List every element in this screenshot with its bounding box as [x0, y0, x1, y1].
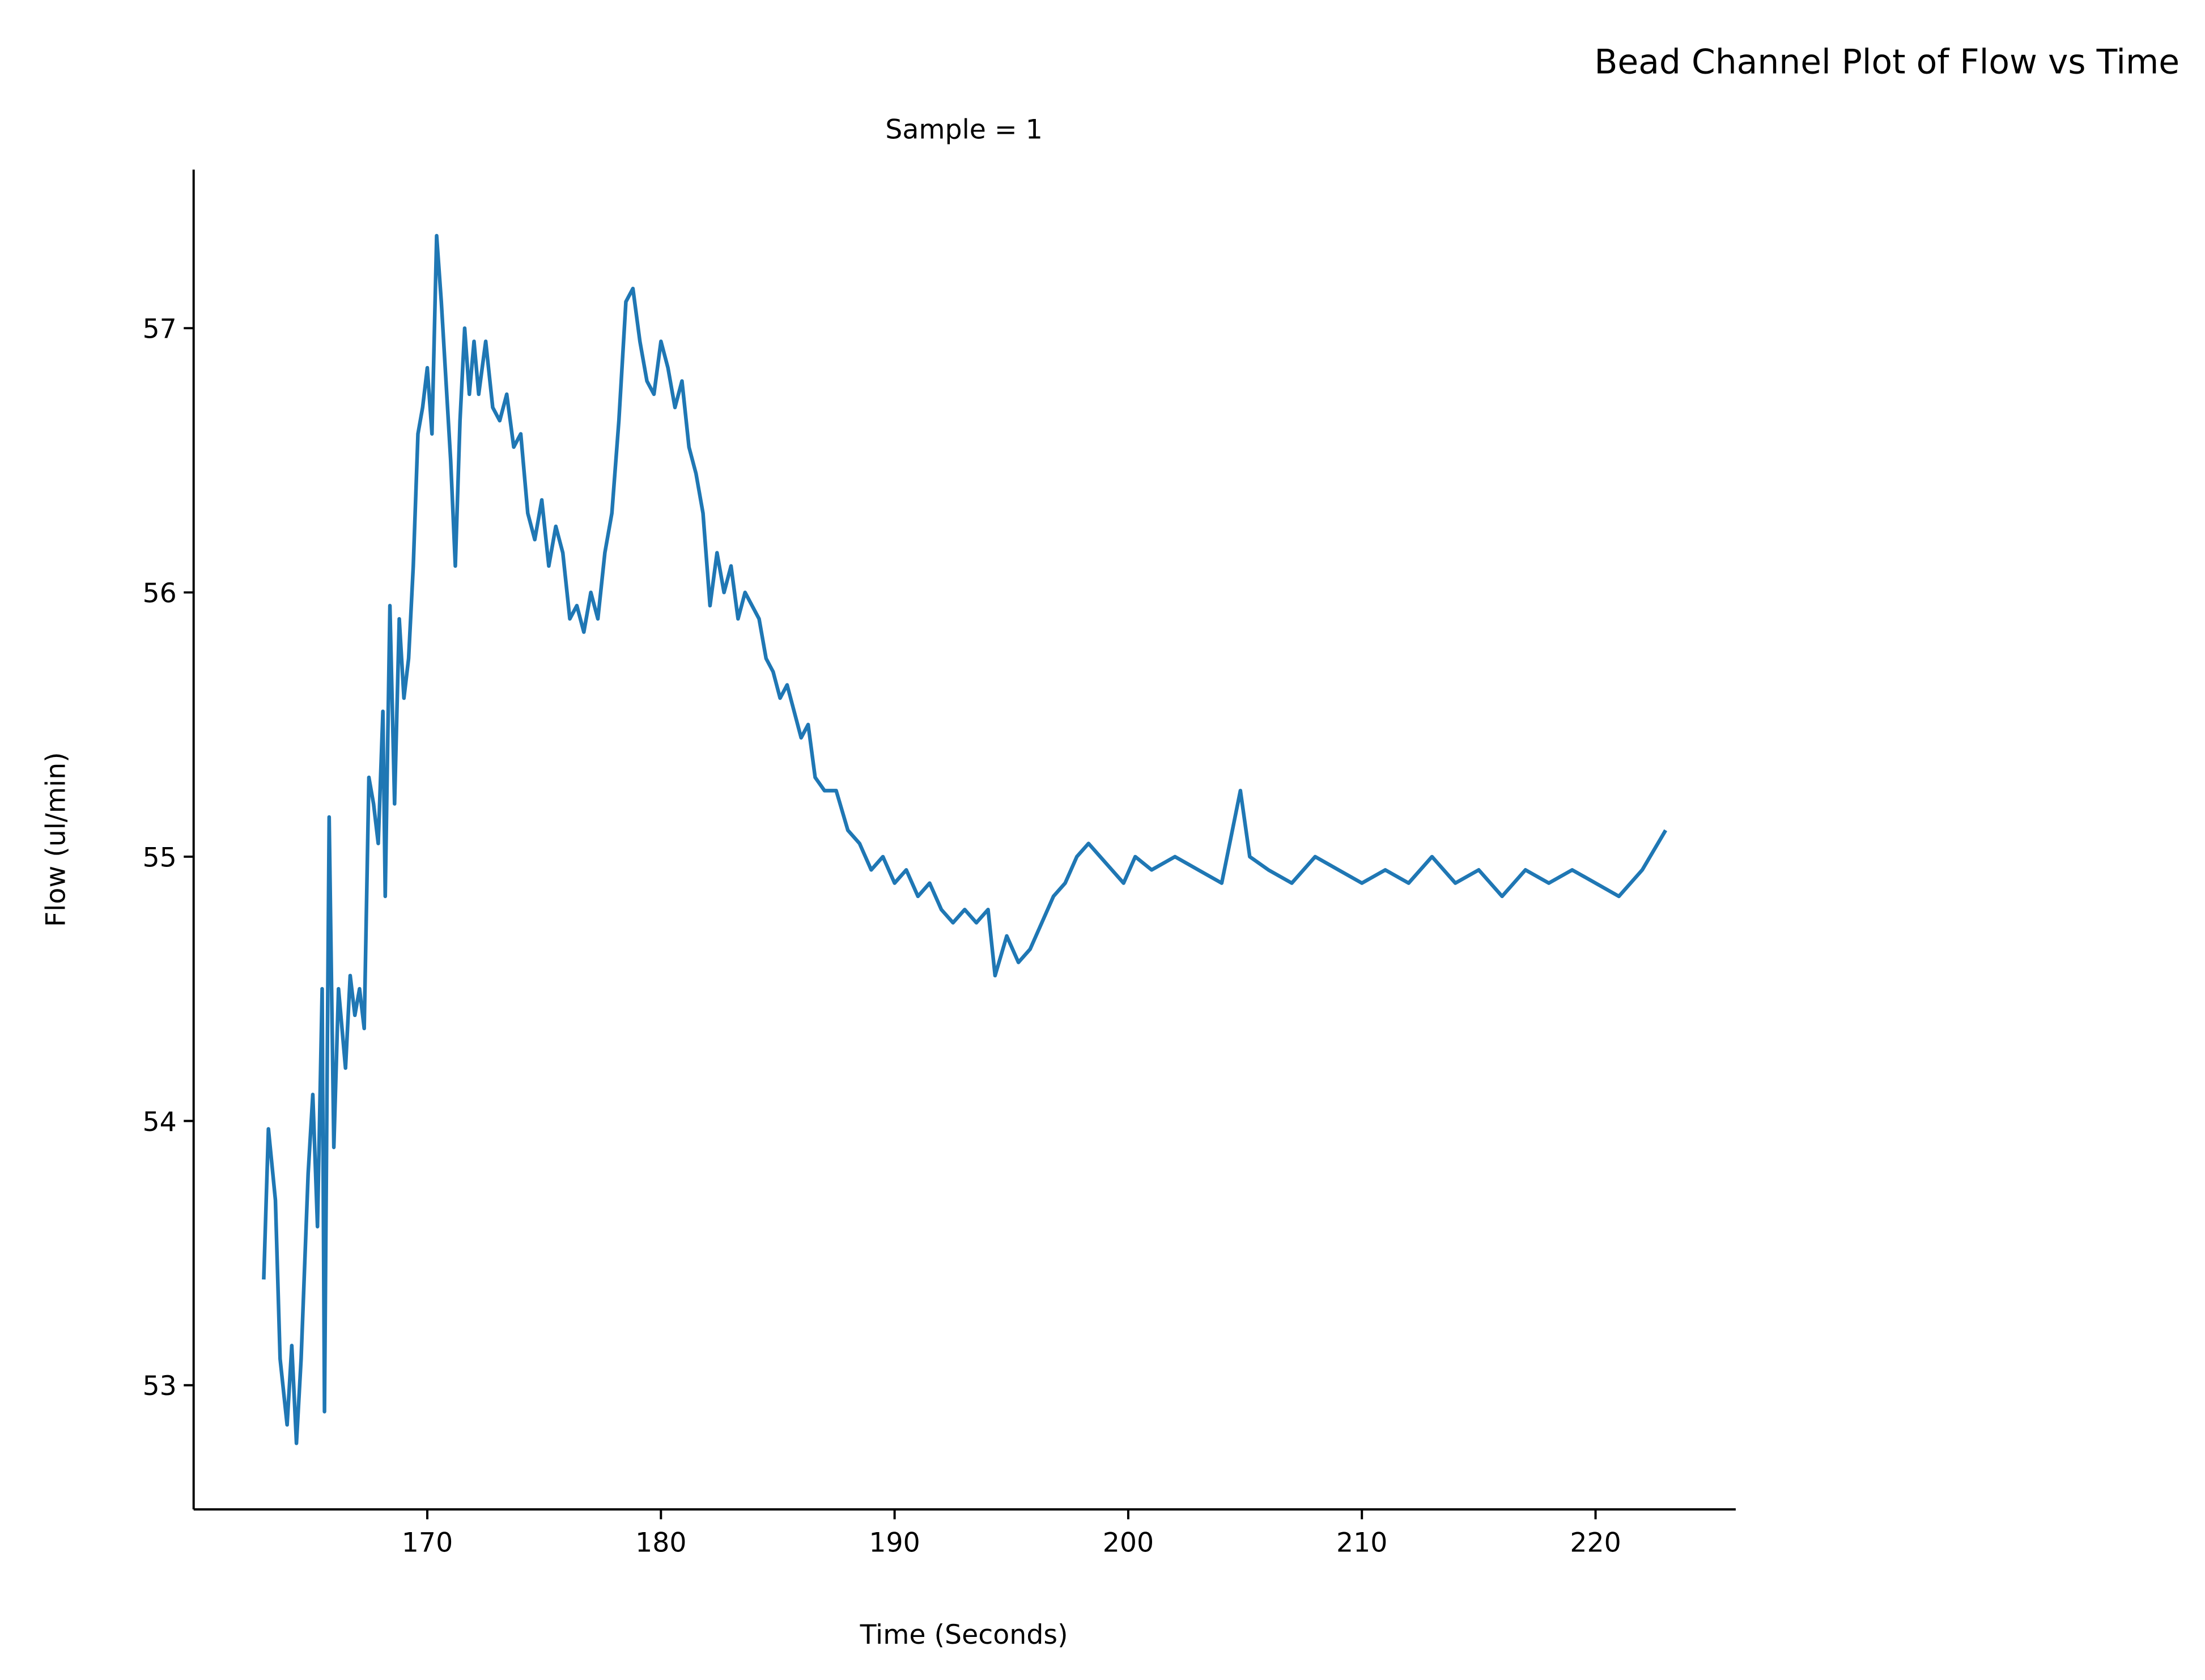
- x-tick-label: 200: [1103, 1528, 1154, 1559]
- y-tick-label: 57: [142, 314, 176, 345]
- y-axis-label: Flow (ul/min): [41, 752, 72, 927]
- chart-title: Bead Channel Plot of Flow vs Time: [1594, 42, 2179, 82]
- x-axis-label: Time (Seconds): [860, 1619, 1068, 1651]
- x-tick-label: 170: [402, 1528, 453, 1559]
- y-tick-label: 54: [142, 1107, 176, 1138]
- y-tick-label: 56: [142, 578, 176, 609]
- y-tick-label: 53: [142, 1371, 176, 1402]
- x-tick-label: 210: [1336, 1528, 1387, 1559]
- y-tick-label: 55: [142, 842, 176, 873]
- chart-subtitle: Sample = 1: [885, 114, 1043, 145]
- x-tick-label: 180: [635, 1528, 686, 1559]
- x-tick-label: 220: [1570, 1528, 1621, 1559]
- x-tick-label: 190: [869, 1528, 920, 1559]
- data-line: [262, 233, 1668, 1445]
